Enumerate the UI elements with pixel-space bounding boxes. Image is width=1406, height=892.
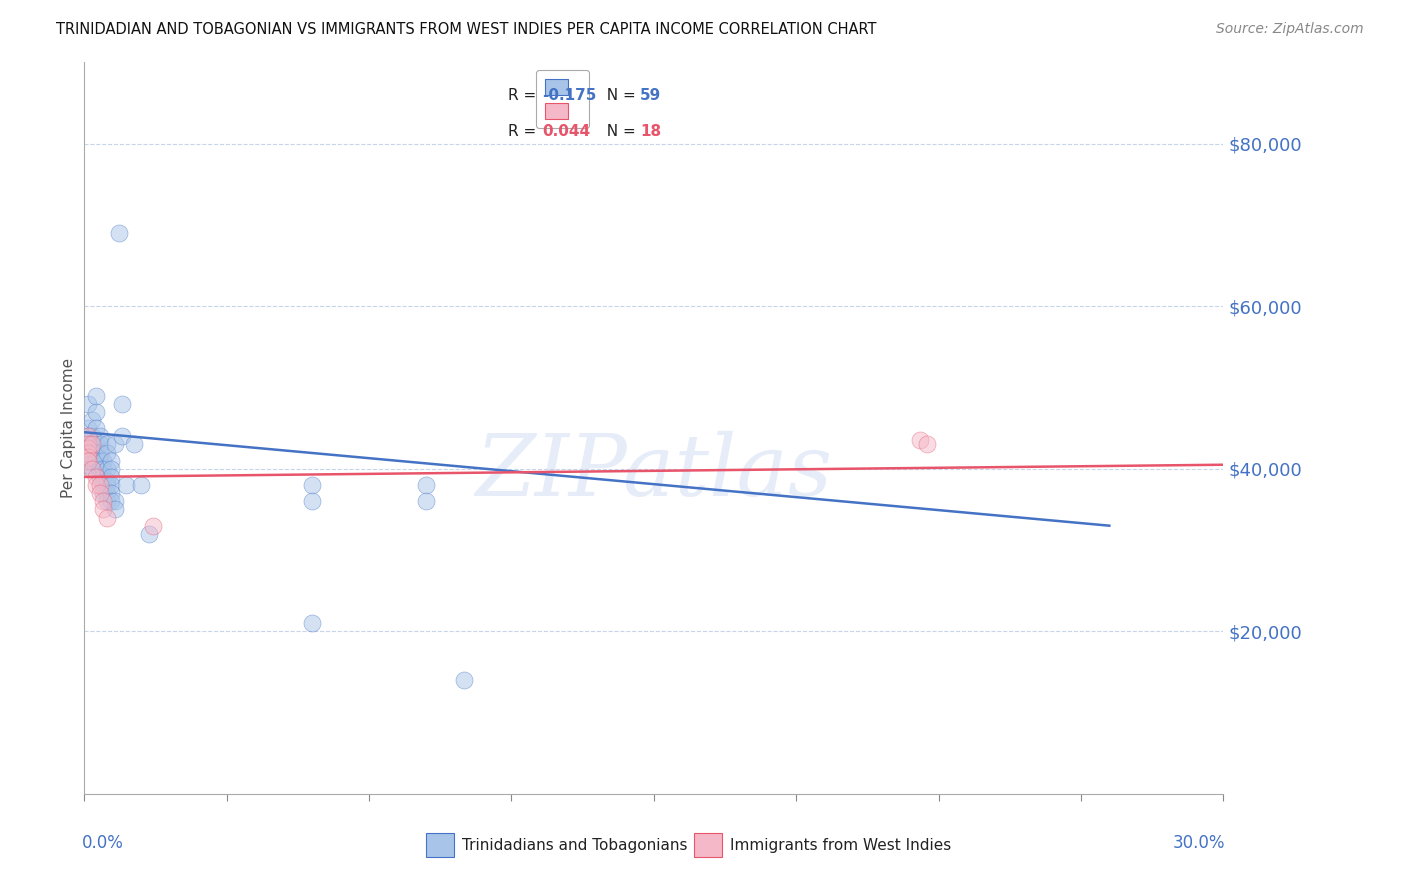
Text: Trinidadians and Tobagonians: Trinidadians and Tobagonians xyxy=(463,838,688,853)
Point xyxy=(84,445,107,459)
Point xyxy=(89,478,111,492)
Text: 30.0%: 30.0% xyxy=(1173,834,1226,852)
Point xyxy=(77,442,100,456)
Point xyxy=(77,445,100,459)
Point xyxy=(138,526,160,541)
Point xyxy=(93,494,115,508)
Point xyxy=(80,462,103,476)
Point xyxy=(84,453,107,467)
Point xyxy=(77,442,100,456)
Text: N =: N = xyxy=(598,124,641,139)
Text: Immigrants from West Indies: Immigrants from West Indies xyxy=(730,838,952,853)
Point xyxy=(107,226,129,240)
Point xyxy=(100,478,122,492)
Point xyxy=(77,397,100,411)
Bar xyxy=(426,833,454,857)
Y-axis label: Per Capita Income: Per Capita Income xyxy=(60,358,76,499)
Text: -0.175: -0.175 xyxy=(543,87,596,103)
Point xyxy=(93,462,115,476)
Point xyxy=(96,478,118,492)
Bar xyxy=(693,833,723,857)
Point xyxy=(908,434,931,448)
Point xyxy=(301,478,323,492)
Point xyxy=(415,494,437,508)
Text: 0.0%: 0.0% xyxy=(82,834,124,852)
Point xyxy=(96,445,118,459)
Point xyxy=(96,486,118,500)
Point xyxy=(122,437,145,451)
Point xyxy=(301,494,323,508)
Point xyxy=(104,437,127,451)
Point xyxy=(100,470,122,484)
Legend: , : , xyxy=(536,70,589,128)
Point xyxy=(93,486,115,500)
Point xyxy=(93,478,115,492)
Point xyxy=(84,405,107,419)
Text: N =: N = xyxy=(598,87,641,103)
Point xyxy=(77,421,100,435)
Point xyxy=(96,510,118,524)
Point xyxy=(96,462,118,476)
Point xyxy=(96,437,118,451)
Point xyxy=(80,453,103,467)
Point xyxy=(453,673,475,687)
Text: 18: 18 xyxy=(640,124,661,139)
Point xyxy=(77,453,100,467)
Point xyxy=(131,478,153,492)
Point xyxy=(93,453,115,467)
Point xyxy=(80,437,103,451)
Point xyxy=(77,458,100,472)
Point xyxy=(111,397,134,411)
Point xyxy=(100,486,122,500)
Point xyxy=(89,429,111,443)
Point xyxy=(100,494,122,508)
Point xyxy=(96,474,118,488)
Point xyxy=(301,616,323,631)
Point xyxy=(89,437,111,451)
Point xyxy=(84,470,107,484)
Point xyxy=(77,437,100,451)
Point xyxy=(84,421,107,435)
Point xyxy=(80,437,103,451)
Text: 0.044: 0.044 xyxy=(543,124,591,139)
Point xyxy=(77,450,100,464)
Point xyxy=(93,470,115,484)
Point xyxy=(100,453,122,467)
Text: TRINIDADIAN AND TOBAGONIAN VS IMMIGRANTS FROM WEST INDIES PER CAPITA INCOME CORR: TRINIDADIAN AND TOBAGONIAN VS IMMIGRANTS… xyxy=(56,22,877,37)
Point xyxy=(93,502,115,516)
Point xyxy=(77,453,100,467)
Point xyxy=(89,486,111,500)
Point xyxy=(77,429,100,443)
Point xyxy=(84,478,107,492)
Point xyxy=(104,494,127,508)
Point xyxy=(115,478,138,492)
Point xyxy=(415,478,437,492)
Point xyxy=(111,429,134,443)
Point xyxy=(80,429,103,443)
Point xyxy=(104,502,127,516)
Point xyxy=(80,413,103,427)
Point xyxy=(142,518,165,533)
Text: 59: 59 xyxy=(640,87,661,103)
Point xyxy=(84,389,107,403)
Point xyxy=(89,453,111,467)
Point xyxy=(77,462,100,476)
Point xyxy=(89,462,111,476)
Text: ZIPatlas: ZIPatlas xyxy=(475,431,832,514)
Point xyxy=(100,462,122,476)
Text: Source: ZipAtlas.com: Source: ZipAtlas.com xyxy=(1216,22,1364,37)
Point xyxy=(96,494,118,508)
Point xyxy=(915,437,938,451)
Point xyxy=(77,450,100,464)
Point xyxy=(77,445,100,459)
Point xyxy=(77,437,100,451)
Point xyxy=(77,429,100,443)
Text: R =: R = xyxy=(508,124,541,139)
Point xyxy=(84,437,107,451)
Point xyxy=(89,470,111,484)
Point xyxy=(89,445,111,459)
Text: R =: R = xyxy=(508,87,541,103)
